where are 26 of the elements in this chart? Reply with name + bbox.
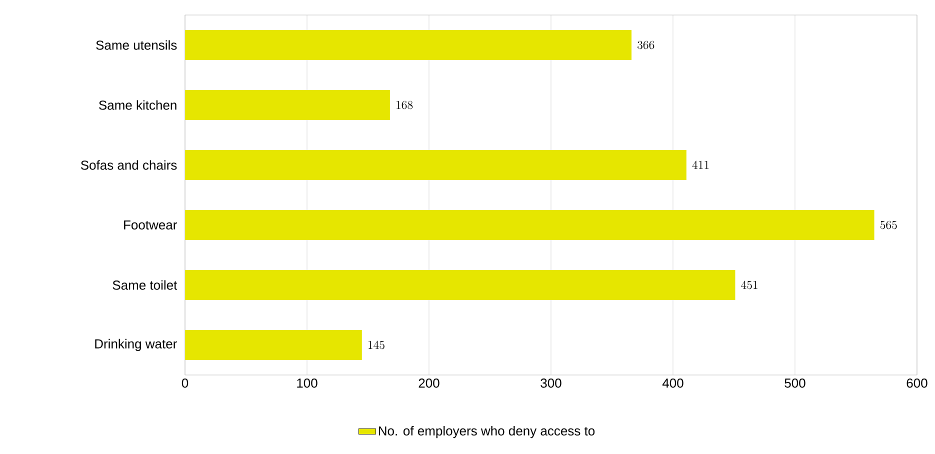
bar [185, 210, 874, 240]
data-label: 451 [741, 280, 758, 290]
y-tick-label: Drinking water [95, 338, 177, 352]
y-tick-label: Same kitchen [99, 100, 176, 110]
x-tick-label: 500 [784, 378, 806, 388]
data-label: 168 [396, 100, 413, 110]
x-tick-label: 400 [662, 378, 684, 388]
y-tick-label: Same utensils [96, 40, 177, 50]
x-tick-label: 0 [182, 378, 188, 388]
bar [185, 30, 632, 60]
data-label: 366 [638, 40, 654, 50]
bar [185, 270, 736, 300]
y-tick-label: Same toilet [112, 280, 178, 290]
legend-label: No. of employers who deny access to [378, 426, 595, 438]
data-label: 565 [880, 220, 897, 230]
bar [185, 90, 390, 120]
x-tick-label: 600 [906, 378, 928, 388]
x-tick-label: 100 [297, 378, 318, 388]
y-tick-label: Sofas and chairs [80, 160, 177, 170]
bar [185, 150, 686, 180]
x-tick-label: 200 [418, 378, 440, 388]
y-tick-label: Footwear [124, 220, 177, 230]
data-label: 411 [692, 160, 709, 169]
bar [185, 330, 362, 360]
x-tick-label: 300 [540, 378, 562, 388]
data-label: 145 [368, 340, 384, 350]
